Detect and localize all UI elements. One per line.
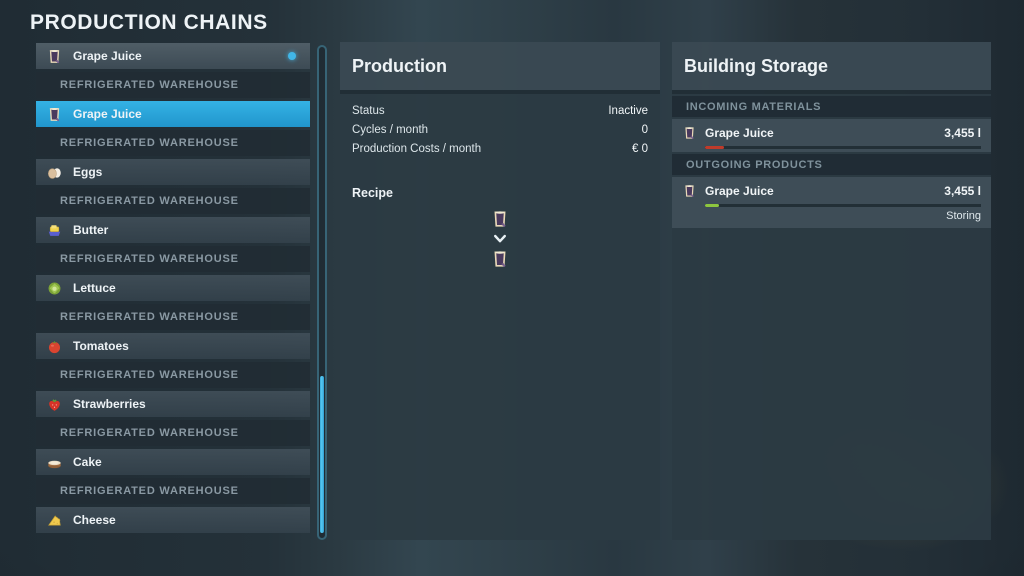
stat-label: Production Costs / month bbox=[352, 143, 482, 155]
tomatoes-icon bbox=[46, 338, 63, 355]
stat-value: € 0 bbox=[632, 143, 648, 155]
grape-juice-icon bbox=[682, 183, 697, 199]
storage-section-label: OUTGOING PRODUCTS bbox=[686, 158, 823, 171]
section-label: REFRIGERATED WAREHOUSE bbox=[60, 369, 239, 381]
storage-fill-bar bbox=[705, 204, 981, 207]
production-stat-row: Cycles / month 0 bbox=[352, 123, 648, 137]
divider bbox=[340, 90, 660, 94]
chain-item-label: Eggs bbox=[73, 165, 103, 179]
strawberries-icon bbox=[46, 396, 63, 413]
warehouse-section-header: REFRIGERATED WAREHOUSE bbox=[36, 362, 310, 388]
list-scrollbar-thumb[interactable] bbox=[320, 375, 324, 534]
production-chains-list[interactable]: Grape Juice REFRIGERATED WAREHOUSE Grape J… bbox=[36, 43, 310, 533]
storage-fill-level bbox=[705, 146, 725, 149]
lettuce-icon bbox=[46, 280, 63, 297]
storage-sections: INCOMING MATERIALS Grape Juice 3,455 l OUTG… bbox=[672, 96, 991, 228]
storage-status: Storing bbox=[946, 210, 981, 222]
section-label: REFRIGERATED WAREHOUSE bbox=[60, 311, 239, 323]
storage-item-amount: 3,455 l bbox=[944, 126, 981, 140]
stat-value: 0 bbox=[641, 124, 648, 136]
chain-item-label: Grape Juice bbox=[73, 49, 142, 63]
cheese-icon bbox=[46, 512, 63, 529]
chain-list-item-grape-juice[interactable]: Grape Juice bbox=[36, 101, 310, 127]
warehouse-section-header: REFRIGERATED WAREHOUSE bbox=[36, 478, 310, 504]
grape-juice-icon bbox=[46, 106, 63, 123]
storage-section-label: INCOMING MATERIALS bbox=[686, 100, 822, 113]
cake-icon bbox=[46, 454, 63, 471]
storage-section-header: OUTGOING PRODUCTS bbox=[672, 154, 991, 175]
production-stat-row: Status Inactive bbox=[352, 104, 648, 118]
chevron-down-icon bbox=[492, 232, 508, 246]
storage-section-header: INCOMING MATERIALS bbox=[672, 96, 991, 117]
storage-row-main: Grape Juice 3,455 l bbox=[672, 121, 991, 145]
storage-fill-level bbox=[705, 204, 719, 207]
chain-list-item-lettuce[interactable]: Lettuce bbox=[36, 275, 310, 301]
warehouse-section-header: REFRIGERATED WAREHOUSE bbox=[36, 130, 310, 156]
list-scrollbar[interactable] bbox=[317, 45, 327, 540]
storage-item-label: Grape Juice bbox=[705, 184, 774, 198]
storage-row: Grape Juice 3,455 l bbox=[672, 119, 991, 152]
production-stat-row: Production Costs / month € 0 bbox=[352, 142, 648, 156]
warehouse-section-header: REFRIGERATED WAREHOUSE bbox=[36, 72, 310, 98]
section-label: REFRIGERATED WAREHOUSE bbox=[60, 79, 239, 91]
chain-list-item-butter[interactable]: Butter bbox=[36, 217, 310, 243]
warehouse-section-header: REFRIGERATED WAREHOUSE bbox=[36, 188, 310, 214]
chain-item-label: Butter bbox=[73, 223, 109, 237]
divider bbox=[672, 90, 991, 94]
warehouse-section-header: REFRIGERATED WAREHOUSE bbox=[36, 304, 310, 330]
stat-label: Cycles / month bbox=[352, 124, 429, 136]
chain-item-label: Grape Juice bbox=[73, 107, 142, 121]
chain-list-item-strawberries[interactable]: Strawberries bbox=[36, 391, 310, 417]
recipe-title: Recipe bbox=[352, 186, 393, 200]
building-storage-panel: Building Storage INCOMING MATERIALS Grape… bbox=[672, 42, 991, 540]
grape-juice-icon bbox=[682, 125, 697, 141]
eggs-icon bbox=[46, 164, 63, 181]
storage-fill-bar bbox=[705, 146, 981, 149]
storage-item-label: Grape Juice bbox=[705, 126, 774, 140]
chain-list-item-eggs[interactable]: Eggs bbox=[36, 159, 310, 185]
chain-list-item-cheese[interactable]: Cheese bbox=[36, 507, 310, 533]
chain-list-item-cake[interactable]: Cake bbox=[36, 449, 310, 475]
section-label: REFRIGERATED WAREHOUSE bbox=[60, 427, 239, 439]
section-label: REFRIGERATED WAREHOUSE bbox=[60, 137, 239, 149]
production-stats: Status Inactive Cycles / month 0 Production … bbox=[340, 94, 660, 156]
section-label: REFRIGERATED WAREHOUSE bbox=[60, 195, 239, 207]
butter-icon bbox=[46, 222, 63, 239]
storage-row: Grape Juice 3,455 l Storing bbox=[672, 177, 991, 228]
chain-item-label: Tomatoes bbox=[73, 339, 129, 353]
chain-item-label: Cake bbox=[73, 455, 102, 469]
recipe-flow bbox=[340, 208, 660, 270]
stat-label: Status bbox=[352, 105, 385, 117]
storage-item-amount: 3,455 l bbox=[944, 184, 981, 198]
chain-list-item-grape-juice[interactable]: Grape Juice bbox=[36, 43, 310, 69]
chain-item-label: Lettuce bbox=[73, 281, 116, 295]
page-title: PRODUCTION CHAINS bbox=[30, 11, 268, 34]
storage-row-main: Grape Juice 3,455 l bbox=[672, 179, 991, 203]
warehouse-section-header: REFRIGERATED WAREHOUSE bbox=[36, 246, 310, 272]
active-chain-dot bbox=[288, 52, 296, 60]
grape-juice-icon bbox=[490, 248, 510, 270]
section-label: REFRIGERATED WAREHOUSE bbox=[60, 253, 239, 265]
building-storage-title: Building Storage bbox=[672, 42, 991, 90]
stat-value: Inactive bbox=[608, 105, 648, 117]
chain-item-label: Cheese bbox=[73, 513, 116, 527]
warehouse-section-header: REFRIGERATED WAREHOUSE bbox=[36, 420, 310, 446]
section-label: REFRIGERATED WAREHOUSE bbox=[60, 485, 239, 497]
production-panel: Production Status Inactive Cycles / month 0… bbox=[340, 42, 660, 540]
grape-juice-icon bbox=[490, 208, 510, 230]
chain-item-label: Strawberries bbox=[73, 397, 146, 411]
production-panel-title: Production bbox=[340, 42, 660, 90]
grape-juice-icon bbox=[46, 48, 63, 65]
chain-list-item-tomatoes[interactable]: Tomatoes bbox=[36, 333, 310, 359]
